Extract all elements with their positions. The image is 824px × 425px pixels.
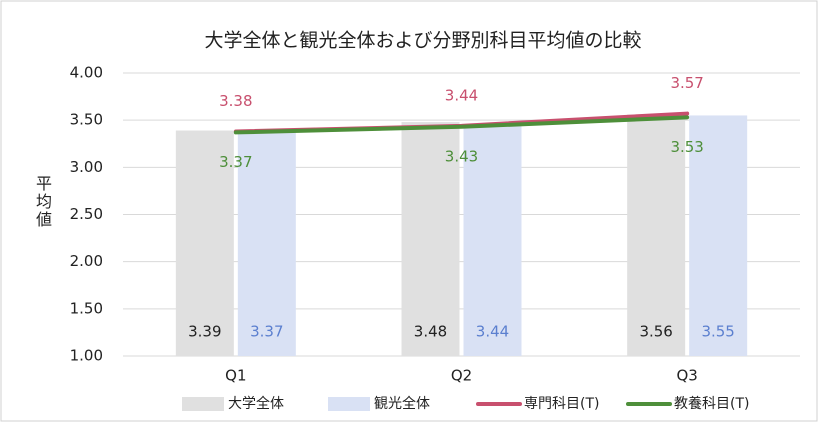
y-tick-label: 3.50 [70, 111, 103, 129]
legend-label: 観光全体 [374, 395, 430, 412]
x-tick-label: Q3 [676, 367, 697, 385]
line-value-label: 3.57 [670, 74, 703, 92]
chart-title: 大学全体と観光全体および分野別科目平均値の比較 [204, 30, 641, 52]
bar [463, 125, 522, 357]
bar-value-label: 3.55 [701, 323, 734, 341]
bar-value-label: 3.48 [414, 323, 447, 341]
bar-value-label: 3.39 [188, 323, 221, 341]
legend-swatch [182, 397, 224, 411]
bar [401, 122, 460, 356]
line-value-label: 3.44 [445, 86, 478, 104]
line-value-label: 3.43 [445, 147, 478, 165]
x-tick-label: Q2 [451, 367, 472, 385]
y-tick-label: 1.50 [70, 299, 103, 317]
y-tick-label: 1.00 [70, 347, 103, 365]
y-tick-label: 4.00 [70, 64, 103, 82]
x-tick-label: Q1 [225, 367, 246, 385]
bar-value-label: 3.37 [250, 323, 283, 341]
legend-label: 教養科目(T) [674, 395, 749, 412]
bar [237, 132, 296, 356]
y-tick-label: 2.50 [70, 205, 103, 223]
bar-value-label: 3.56 [639, 323, 672, 341]
line-value-label: 3.37 [219, 153, 252, 171]
line-series [233, 115, 690, 135]
y-tick-label: 2.00 [70, 252, 103, 270]
bar [175, 130, 234, 356]
legend-label: 専門科目(T) [524, 396, 599, 412]
bar-value-label: 3.44 [476, 323, 509, 341]
legend-label: 大学全体 [228, 395, 284, 412]
bar [689, 115, 748, 356]
bar [627, 114, 686, 356]
y-axis-label: 平均値 [33, 175, 52, 229]
line-value-label: 3.53 [670, 138, 703, 156]
y-tick-label: 3.00 [70, 158, 103, 176]
legend-swatch [328, 397, 370, 411]
line-value-label: 3.38 [219, 92, 252, 110]
